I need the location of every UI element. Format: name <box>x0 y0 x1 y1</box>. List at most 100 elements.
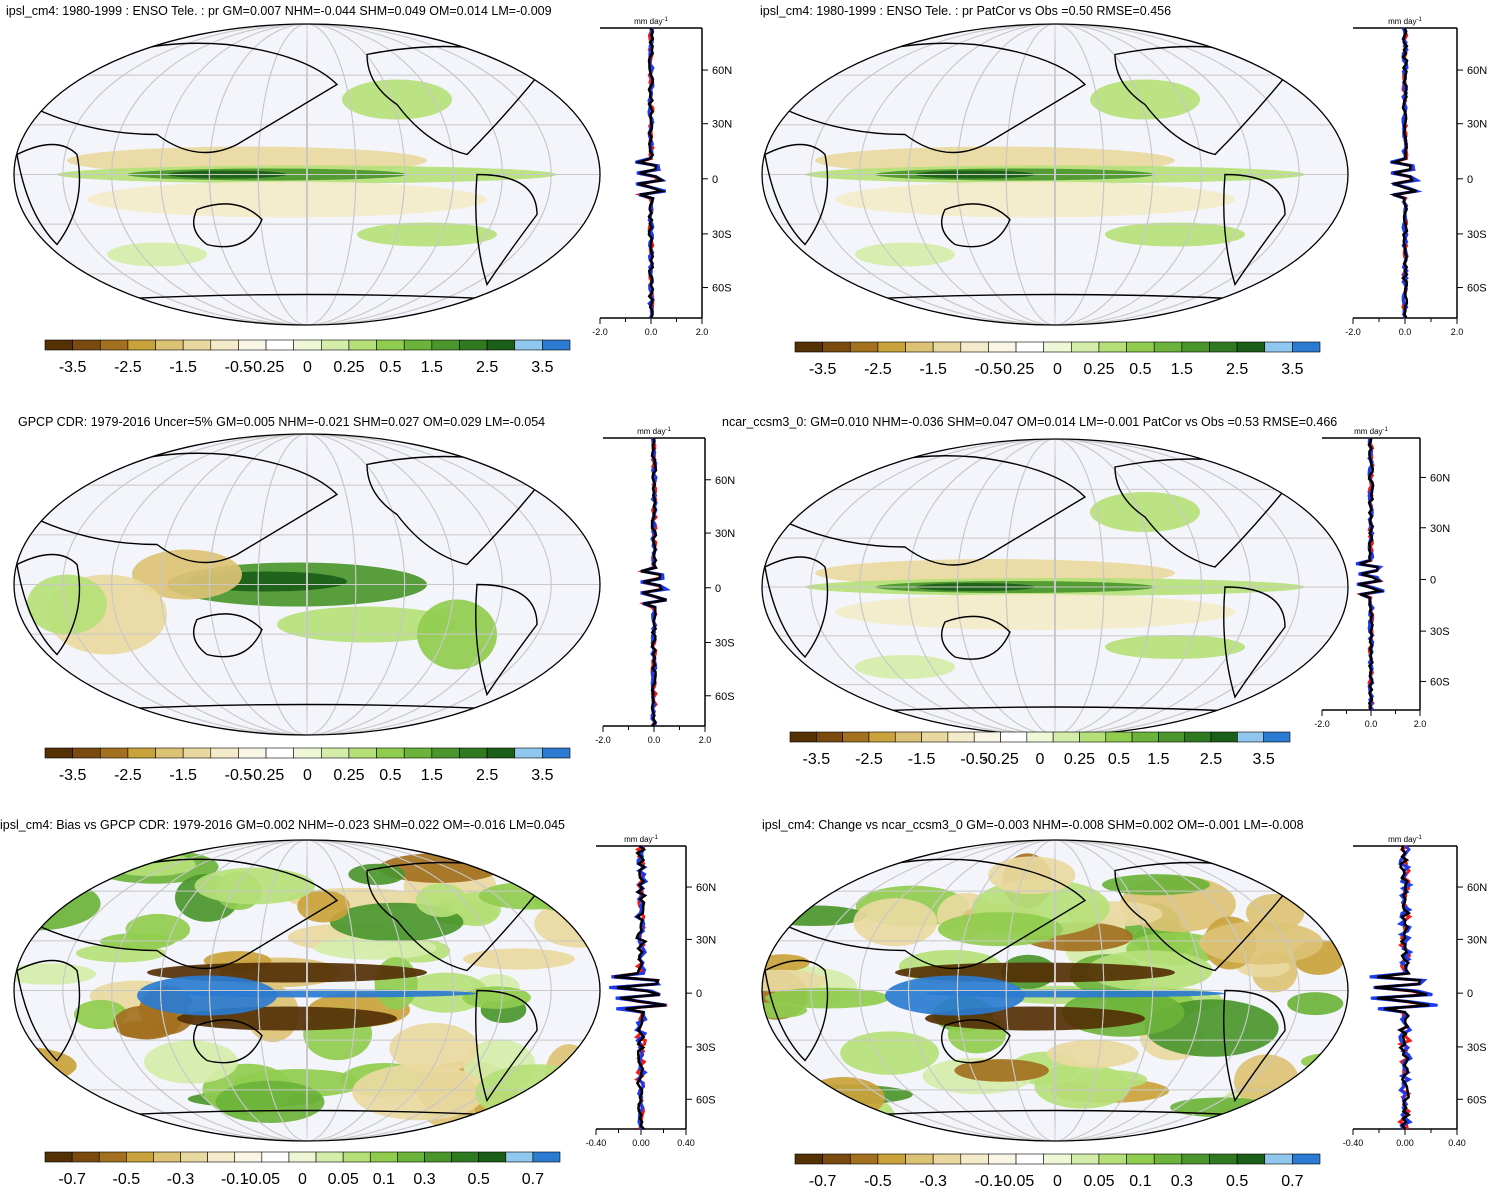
colorbar-swatch <box>293 747 322 759</box>
colorbar-label: 1.5 <box>421 767 443 784</box>
lat-label: 60S <box>1467 1094 1487 1106</box>
colorbar-swatch <box>1264 341 1293 353</box>
coastline-4 <box>475 583 538 697</box>
field-patch <box>545 1044 594 1104</box>
colorbar-label: 0.3 <box>1171 1173 1193 1190</box>
colorbar-swatch <box>1105 731 1133 743</box>
colorbar-swatch <box>1071 341 1100 353</box>
colorbar-swatch <box>459 747 488 759</box>
zm-ref-line <box>640 437 667 727</box>
field-patch <box>840 1031 940 1075</box>
zm-x-tick-label: 0.00 <box>632 1138 650 1148</box>
colorbar-p6: -0.7 -0.5 -0.3 -0.1-0.05 0 0.05 0.1 0.3 0.5 0.7 <box>794 1153 1321 1190</box>
map-border <box>761 839 1349 1142</box>
colorbar-swatch <box>1210 731 1238 743</box>
map-p1 <box>13 23 601 326</box>
lat-label: 0 <box>712 174 718 186</box>
colorbar-swatch <box>424 1151 452 1163</box>
graticule <box>14 434 600 735</box>
colorbar-label: -0.7 <box>58 1171 86 1188</box>
zm-x-tick-label: 0.40 <box>1448 1138 1466 1148</box>
zm-x-tick-label: 0.0 <box>648 735 661 745</box>
colorbar-label: -3.5 <box>59 767 87 784</box>
colorbar-label: -0.5 <box>225 359 253 376</box>
coastline-4 <box>1223 586 1286 699</box>
colorbar-swatch <box>369 1151 398 1163</box>
colorbar-p4: -3.5 -2.5 -1.5 -0.5-0.25 0 0.25 0.5 1.5 2.5 3.5 <box>789 731 1291 768</box>
field-patch <box>277 606 457 643</box>
colorbar-swatch <box>348 747 377 759</box>
colorbar-label: -0.25 <box>982 751 1019 768</box>
field-patch <box>107 242 207 267</box>
colorbar-swatch <box>1236 1153 1266 1165</box>
colorbar-swatch <box>44 1151 73 1163</box>
colorbar-label: 3.5 <box>531 767 553 784</box>
colorbar-swatch <box>180 1151 208 1163</box>
colorbar-label: 0.05 <box>1083 1173 1114 1190</box>
colorbar-swatch <box>1098 341 1127 353</box>
colorbar-swatch <box>947 731 975 743</box>
zm-units: mm day-1 <box>1388 17 1422 26</box>
colorbar-label: 3.5 <box>531 359 553 376</box>
field-patch <box>462 986 531 1009</box>
zonal-mean-p4: mm day-1 -2.0 0.0 2.0 60N 30N 0 30S 60S <box>1314 427 1450 729</box>
lat-label: 30S <box>696 1042 716 1054</box>
colorbar-label: 1.5 <box>1147 751 1169 768</box>
colorbar-swatch <box>849 341 879 353</box>
colorbar-label: 0.5 <box>468 1171 490 1188</box>
colorbar-swatch <box>921 731 949 743</box>
zm-x-tick-label: 0.40 <box>677 1138 695 1148</box>
field-patch <box>357 222 497 247</box>
colorbar-label: 0.25 <box>333 767 364 784</box>
field-patch <box>1102 874 1210 896</box>
colorbar-label: -0.1 <box>975 1173 1003 1190</box>
colorbar-label: 0.5 <box>1226 1173 1248 1190</box>
field-patch <box>801 1076 885 1120</box>
colorbar-label: -1.5 <box>169 359 197 376</box>
field-patch <box>215 1080 325 1124</box>
colorbar-swatch <box>376 339 405 351</box>
field-patch <box>1046 1039 1139 1068</box>
colorbar-swatch <box>127 339 156 351</box>
colorbar-swatch <box>376 747 405 759</box>
field-patch <box>177 989 477 998</box>
colorbar-label: -2.5 <box>855 751 883 768</box>
colorbar-swatch <box>794 341 823 353</box>
colorbar-label: -0.05 <box>998 1173 1035 1190</box>
lat-label: 0 <box>1430 574 1436 586</box>
colorbar-swatch <box>486 747 516 759</box>
lat-label: 60N <box>1467 65 1487 77</box>
lat-label: 30S <box>1467 229 1487 241</box>
colorbar-label: -1.5 <box>908 751 936 768</box>
colorbar-swatch <box>459 339 488 351</box>
zm-ref-line <box>1389 27 1417 319</box>
colorbar-swatch <box>789 731 817 743</box>
colorbar-label: -2.5 <box>864 361 892 378</box>
field-patch <box>14 963 97 985</box>
colorbar-label: 0.1 <box>373 1171 395 1188</box>
lat-label: 60N <box>712 65 732 77</box>
colorbar-label: -0.25 <box>248 359 285 376</box>
colorbar-swatch <box>72 747 101 759</box>
coastline-2 <box>941 1019 1011 1064</box>
zm-units: mm day-1 <box>624 835 658 844</box>
colorbar-swatch <box>1263 731 1291 743</box>
colorbar-label: -0.25 <box>998 361 1035 378</box>
colorbar-swatch <box>542 339 571 351</box>
zm-x-tick-label: -0.40 <box>586 1138 607 1148</box>
coastline-0 <box>25 858 339 970</box>
colorbar-swatch <box>877 1153 906 1165</box>
coastline-2 <box>941 615 1011 660</box>
map-p2 <box>761 23 1349 326</box>
graticule <box>14 24 600 325</box>
field-patch <box>475 1064 598 1122</box>
colorbar-swatch <box>1292 1153 1321 1165</box>
colorbar-label: 0.3 <box>413 1171 435 1188</box>
coastline-0 <box>25 42 339 154</box>
colorbar-swatch <box>403 339 433 351</box>
colorbar-label: -0.1 <box>221 1171 249 1188</box>
colorbar-swatch <box>234 1151 263 1163</box>
colorbar-swatch <box>1181 341 1210 353</box>
field-patch <box>478 881 585 910</box>
field-patch <box>348 863 406 885</box>
